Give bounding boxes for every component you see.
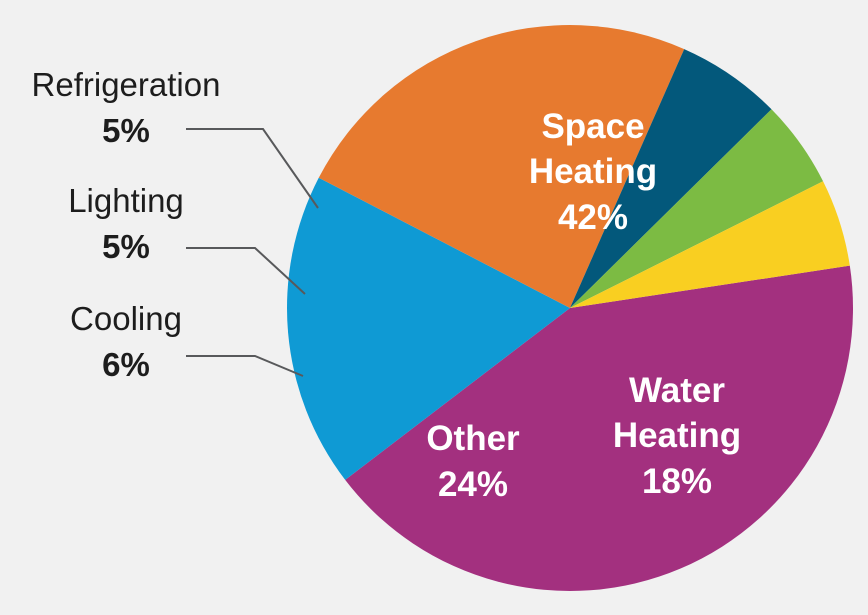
- water-heating-line-2: Heating: [613, 416, 741, 455]
- other-line-1: Other: [426, 419, 520, 458]
- slice-cooling: [570, 49, 772, 308]
- label-water-heating: Water Heating 18%: [613, 371, 741, 501]
- label-lighting: Lighting 5%: [68, 182, 306, 295]
- lighting-value: 5%: [102, 228, 150, 265]
- label-refrigeration: Refrigeration 5%: [32, 66, 319, 209]
- slice-water-heating: [286, 177, 570, 480]
- cooling-name: Cooling: [70, 300, 182, 337]
- label-other: Other 24%: [426, 419, 520, 504]
- lighting-name: Lighting: [68, 182, 184, 219]
- space-heating-value: 42%: [558, 198, 628, 237]
- water-heating-line-1: Water: [629, 371, 725, 410]
- lighting-leader-line: [186, 247, 306, 295]
- water-heating-value: 18%: [642, 462, 712, 501]
- slice-refrigeration: [570, 181, 850, 308]
- slice-lighting: [570, 109, 824, 308]
- slice-other: [318, 25, 685, 309]
- label-cooling: Cooling 6%: [70, 300, 304, 383]
- cooling-leader-line: [186, 355, 304, 377]
- slice-space-heating: [345, 265, 854, 592]
- cooling-value: 6%: [102, 346, 150, 383]
- pie-slices: [286, 25, 854, 592]
- refrigeration-leader-line: [186, 128, 319, 209]
- space-heating-line-2: Heating: [529, 152, 657, 191]
- space-heating-line-1: Space: [541, 107, 644, 146]
- label-space-heating: Space Heating 42%: [529, 107, 657, 237]
- refrigeration-value: 5%: [102, 112, 150, 149]
- refrigeration-name: Refrigeration: [32, 66, 221, 103]
- other-value: 24%: [438, 465, 508, 504]
